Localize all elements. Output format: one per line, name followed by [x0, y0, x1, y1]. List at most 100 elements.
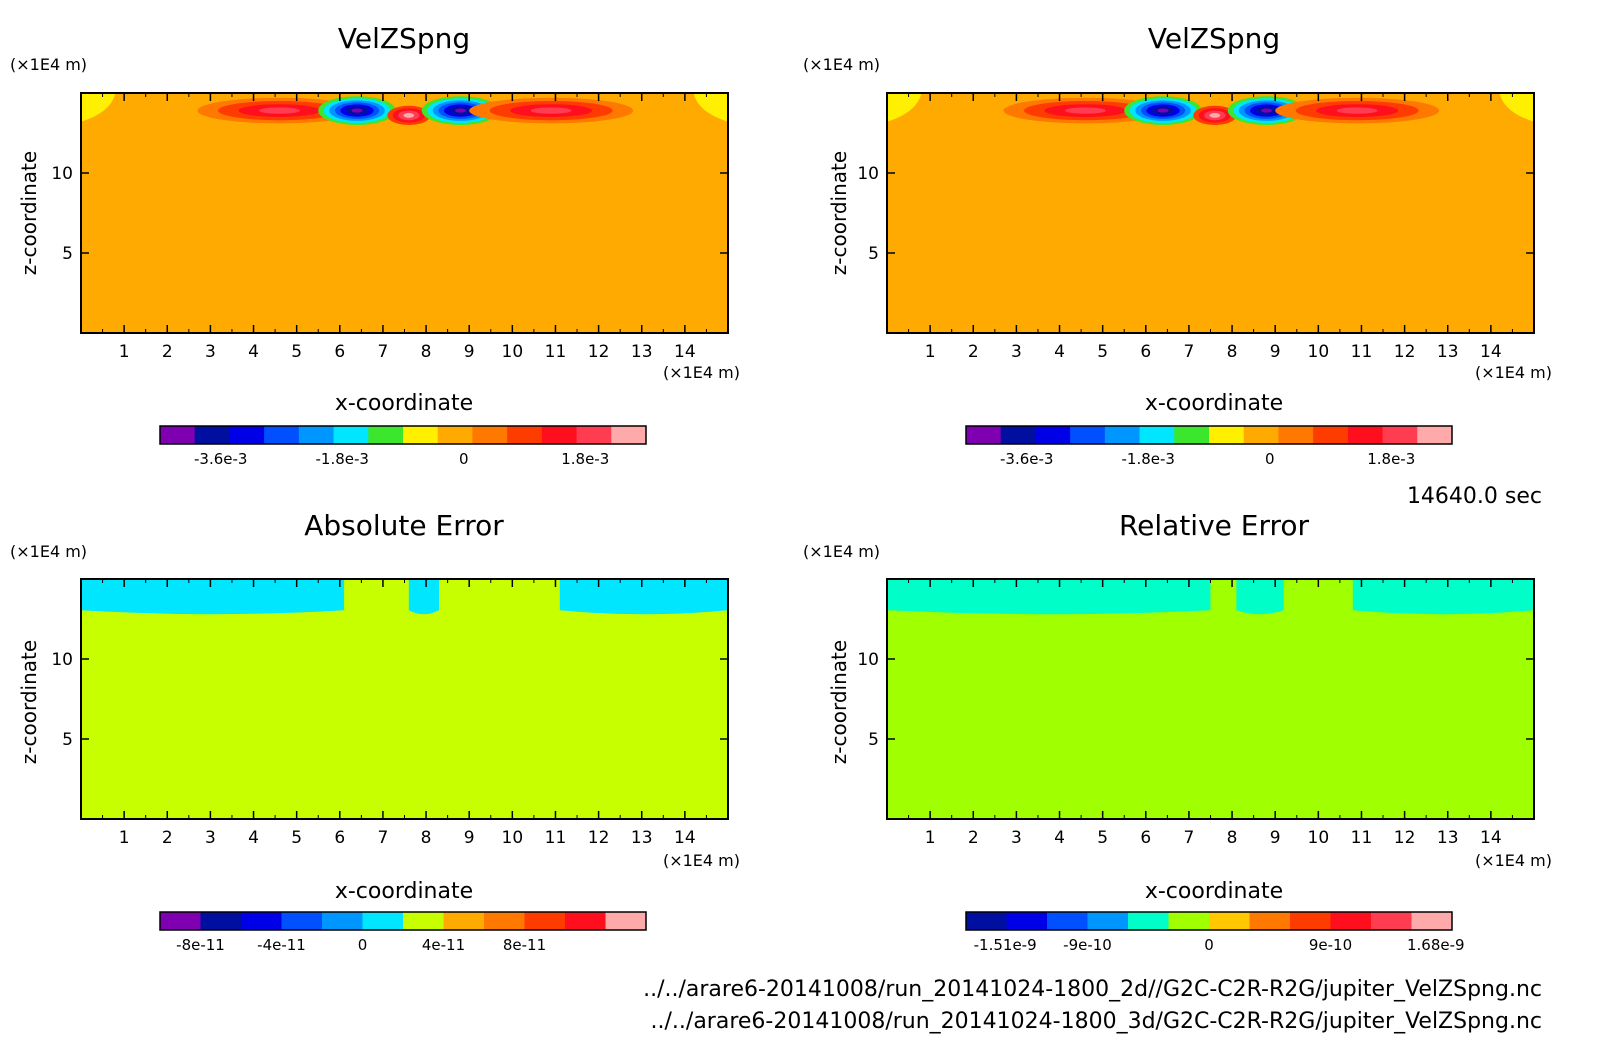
- x-tick-label: 11: [1351, 342, 1373, 362]
- colorbar-tick-label: -1.8e-3: [1122, 450, 1175, 468]
- colorbar-swatch: [241, 912, 282, 930]
- x-tick-label: 1: [925, 828, 936, 848]
- contour-corner-right: [693, 93, 728, 122]
- contour-level: [1064, 107, 1106, 114]
- x-tick-label: 8: [1227, 342, 1238, 362]
- time-label: 14640.0 sec: [1407, 484, 1542, 509]
- colorbar-tick-label: 0: [358, 936, 368, 954]
- contour-level: [1261, 108, 1273, 113]
- colorbar-swatch: [1411, 912, 1453, 930]
- field-background: [81, 93, 728, 333]
- colorbar-swatch: [1417, 426, 1453, 444]
- contour-level: [1209, 113, 1221, 118]
- x-axis-label: x-coordinate: [1145, 879, 1283, 904]
- y-axis-label: z-coordinate: [17, 640, 41, 764]
- panel-title: VelZSpng: [1148, 22, 1280, 55]
- x-tick-label: 6: [334, 828, 345, 848]
- x-tick-label: 6: [334, 342, 345, 362]
- colorbar-swatch: [1087, 912, 1129, 930]
- y-tick-label: 5: [868, 244, 879, 264]
- y-tick-label: 5: [62, 244, 73, 264]
- x-unit-label: (×1E4 m): [663, 851, 740, 870]
- x-tick-label: 1: [119, 342, 130, 362]
- x-tick-label: 4: [248, 342, 259, 362]
- contour-level: [530, 107, 572, 114]
- colorbar-swatch: [1128, 912, 1169, 930]
- colorbar-tick-label: 1.8e-3: [561, 450, 609, 468]
- colorbar-swatch: [1371, 912, 1412, 930]
- x-tick-label: 12: [1394, 342, 1416, 362]
- colorbar-swatch: [362, 912, 404, 930]
- x-axis-label: x-coordinate: [1145, 391, 1283, 416]
- x-tick-label: 10: [502, 828, 524, 848]
- x-tick-label: 7: [378, 828, 389, 848]
- contour-level: [403, 113, 415, 118]
- colorbar-swatch: [966, 426, 1002, 444]
- colorbar-swatch: [333, 426, 369, 444]
- error-band-region: [559, 579, 728, 615]
- y-tick-label: 10: [857, 164, 879, 184]
- x-tick-label: 11: [545, 828, 567, 848]
- x-tick-label: 2: [968, 342, 979, 362]
- x-tick-label: 13: [1437, 828, 1459, 848]
- x-tick-label: 3: [1011, 342, 1022, 362]
- colorbar-frame: [159, 425, 647, 445]
- x-tick-label: 14: [1480, 342, 1502, 362]
- colorbar-swatch: [576, 426, 612, 444]
- x-tick-label: 14: [674, 342, 696, 362]
- colorbar-swatch: [1047, 912, 1088, 930]
- x-tick-label: 12: [588, 342, 610, 362]
- colorbar-tick-label: -3.6e-3: [194, 450, 247, 468]
- x-tick-label: 9: [464, 828, 475, 848]
- colorbar-swatch: [1278, 426, 1314, 444]
- colorbar-tick-label: 1.8e-3: [1367, 450, 1415, 468]
- panel-velzspng-3d: VelZSpng (×1E4 m) 1 2 3 4 5 6 7 8 9 10 11 12 13 14510…: [803, 22, 1552, 468]
- x-tick-label: 3: [205, 828, 216, 848]
- colorbar-swatch: [1243, 426, 1279, 444]
- colorbar-swatch: [443, 912, 485, 930]
- x-tick-label: 5: [291, 828, 302, 848]
- contour-level: [1157, 108, 1169, 113]
- colorbar: -1.51e-9 -9e-10 0 9e-10 1.68e-9: [965, 911, 1465, 954]
- y-axis-label: z-coordinate: [827, 640, 851, 764]
- colorbar-swatch: [472, 426, 508, 444]
- contour-level: [351, 108, 363, 113]
- colorbar-swatch: [1330, 912, 1372, 930]
- colorbar-swatch: [437, 426, 473, 444]
- x-tick-label: 10: [1308, 828, 1330, 848]
- x-tick-label: 5: [1097, 342, 1108, 362]
- colorbar: -3.6e-3 -1.8e-3 0 1.8e-3: [159, 425, 647, 468]
- colorbar-swatch: [160, 912, 201, 930]
- x-tick-label: 11: [1351, 828, 1373, 848]
- colorbar-frame: [965, 425, 1453, 445]
- x-tick-label: 11: [545, 342, 567, 362]
- colorbar-swatch: [524, 912, 566, 930]
- contour-level: [1336, 107, 1378, 114]
- colorbar: -3.6e-3 -1.8e-3 0 1.8e-3: [965, 425, 1453, 468]
- x-tick-label: 2: [162, 828, 173, 848]
- contour-corner-left: [887, 93, 922, 122]
- plot-area: [81, 93, 728, 333]
- y-unit-label: (×1E4 m): [803, 542, 880, 561]
- plot-area: [887, 93, 1534, 333]
- x-tick-label: 14: [674, 828, 696, 848]
- x-tick-label: 13: [631, 342, 653, 362]
- contour-corner-left: [81, 93, 116, 122]
- panel-absolute-error: Absolute Error (×1E4 m) 1 2 3 4 5 6 7 8 9 10 11 12 1…: [10, 509, 740, 954]
- x-tick-label: 9: [1270, 342, 1281, 362]
- contour-level: [455, 108, 467, 113]
- x-tick-label: 2: [162, 342, 173, 362]
- error-band-region: [1352, 579, 1534, 615]
- error-band-region: [1236, 579, 1284, 615]
- x-tick-label: 12: [588, 828, 610, 848]
- colorbar-swatch: [1139, 426, 1175, 444]
- error-band-region: [887, 579, 1211, 615]
- panel-title: Relative Error: [1119, 509, 1310, 542]
- panel-title: Absolute Error: [304, 509, 504, 542]
- x-tick-label: 8: [421, 342, 432, 362]
- field-background: [887, 579, 1534, 819]
- colorbar-swatch: [507, 426, 543, 444]
- x-tick-label: 7: [1184, 828, 1195, 848]
